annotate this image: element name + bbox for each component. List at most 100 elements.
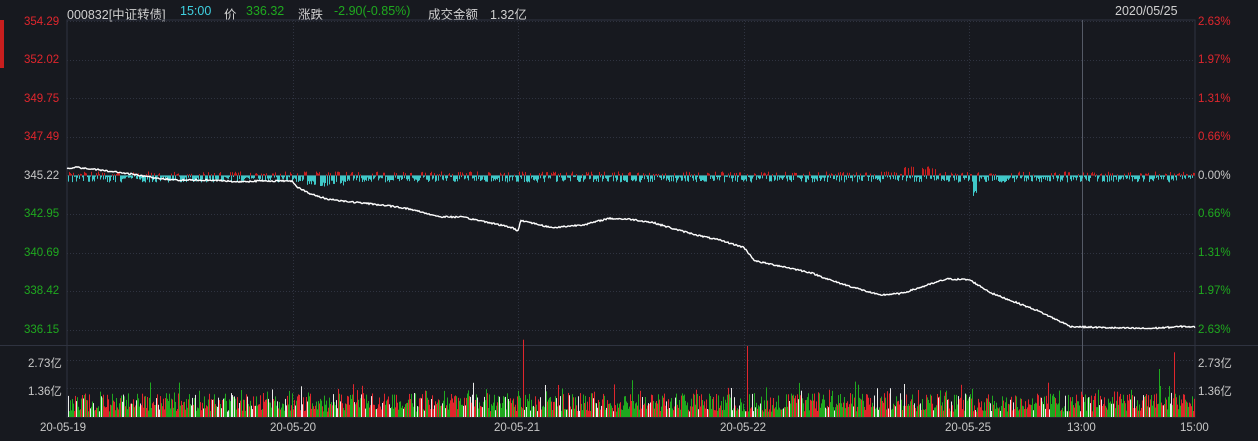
diff-bar [939, 173, 940, 176]
diff-bar [800, 175, 801, 179]
diff-bar [697, 175, 698, 178]
volume-bar [357, 390, 358, 417]
volume-bar [942, 402, 943, 417]
volume-bar [1156, 393, 1157, 417]
diff-bar [1108, 171, 1109, 176]
volume-bar [1167, 409, 1168, 417]
diff-bar [260, 175, 261, 179]
diff-bar [892, 175, 893, 177]
diff-bar [1137, 175, 1138, 183]
diff-bar [149, 175, 150, 183]
diff-bar [185, 175, 186, 178]
volume-bar [143, 407, 144, 417]
diff-bar [481, 175, 482, 181]
volume-bar [164, 409, 165, 417]
diff-bar [1058, 175, 1059, 179]
volume-bar [874, 395, 875, 417]
volume-bar [958, 396, 959, 417]
volume-bar [690, 406, 691, 417]
volume-bar [586, 409, 587, 417]
diff-bar [201, 175, 202, 183]
volume-bar [326, 400, 327, 417]
diff-bar [928, 166, 929, 176]
diff-bar [1057, 175, 1058, 182]
volume-bar [80, 409, 81, 417]
volume-bar [628, 408, 629, 417]
diff-bar [1087, 172, 1088, 176]
volume-bar [948, 399, 949, 417]
volume-bar [281, 407, 282, 417]
diff-bar [859, 175, 860, 180]
volume-bar [116, 398, 117, 417]
volume-bar [1068, 394, 1069, 417]
diff-bar [997, 175, 998, 177]
diff-bar [132, 175, 133, 178]
volume-bar [524, 409, 525, 417]
volume-bar [75, 395, 76, 417]
diff-bar [439, 174, 440, 176]
diff-bar [626, 175, 627, 182]
diff-bar [1094, 172, 1095, 176]
volume-bar [967, 400, 968, 417]
volume-bar [565, 409, 566, 417]
volume-bar [549, 397, 550, 417]
volume-bar [156, 398, 157, 417]
volume-bar [125, 406, 126, 417]
volume-bar [1144, 397, 1145, 417]
diff-bar [935, 169, 936, 176]
volume-bar [835, 407, 836, 417]
volume-bar [1178, 409, 1179, 417]
volume-bar [359, 407, 360, 417]
volume-bar [1177, 404, 1178, 417]
volume-bar [227, 411, 228, 417]
diff-bar [413, 175, 414, 179]
volume-bar [1048, 382, 1049, 417]
volume-bar [597, 407, 598, 417]
volume-bar [1081, 391, 1082, 417]
diff-bar [767, 174, 768, 176]
volume-bar [653, 401, 654, 417]
volume-bar [946, 390, 947, 417]
volume-bar [392, 394, 393, 417]
volume-bar [509, 401, 510, 417]
diff-bar [498, 175, 499, 178]
diff-bar [721, 172, 722, 176]
diff-bar [769, 175, 770, 182]
volume-bar [624, 396, 625, 417]
diff-bar [176, 174, 177, 176]
volume-bar [856, 411, 857, 417]
diff-bar [420, 175, 421, 178]
volume-bar [814, 393, 815, 417]
diff-bar [592, 174, 593, 176]
volume-bar [985, 410, 986, 417]
diff-bar [380, 175, 381, 178]
diff-bar [475, 175, 476, 177]
volume-bar [725, 399, 726, 417]
diff-bar [919, 175, 920, 183]
diff-bar [1126, 175, 1127, 179]
diff-bar [202, 175, 203, 180]
volume-bar [102, 397, 103, 417]
diff-bar [123, 175, 124, 179]
volume-bar [155, 405, 156, 417]
diff-bar [354, 175, 355, 179]
diff-bar [921, 175, 922, 182]
diff-bar [891, 172, 892, 176]
volume-bar [1124, 400, 1125, 417]
volume-bar [342, 403, 343, 417]
diff-bar [400, 175, 401, 178]
volume-bar [515, 404, 516, 417]
volume-bar [721, 401, 722, 417]
diff-bar [526, 175, 527, 182]
diff-bar [421, 172, 422, 176]
volume-bar [737, 408, 738, 417]
diff-bar [344, 175, 345, 182]
diff-bar [735, 175, 736, 181]
volume-bar [715, 410, 716, 417]
volume-bar [1017, 407, 1018, 417]
volume-bar [908, 404, 909, 417]
volume-bar [1123, 394, 1124, 417]
volume-bar [448, 409, 449, 417]
diff-bar [1183, 171, 1184, 176]
diff-bar [159, 173, 160, 176]
